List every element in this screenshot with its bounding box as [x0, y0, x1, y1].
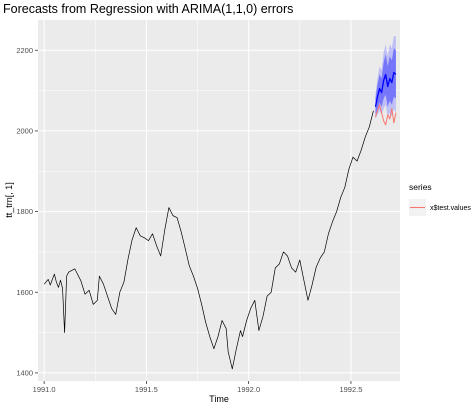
legend-entry-label: x$test.values — [430, 205, 471, 212]
major-gridlines — [38, 20, 400, 381]
y-tick-label: 1800 — [16, 207, 33, 216]
y-tick-label: 2200 — [16, 46, 33, 55]
history-line — [43, 110, 374, 370]
test-values-line — [374, 104, 397, 126]
tick-labels: 1991.0 1991.5 1992.0 1992.5 1400 1600 1800 2000… — [16, 46, 362, 394]
x-tick-label: 1991.0 — [33, 385, 56, 394]
legend: series x$test.values — [409, 182, 471, 216]
x-axis-title: Time — [209, 394, 229, 404]
series-lines — [43, 71, 397, 370]
x-tick-label: 1992.0 — [237, 385, 260, 394]
x-tick-label: 1991.5 — [135, 385, 158, 394]
interval-80-band — [375, 48, 396, 115]
plot-panel — [38, 20, 400, 381]
y-axis-title: tt_trn[, 1] — [4, 182, 14, 218]
y-tick-label: 2000 — [16, 126, 33, 135]
legend-title: series — [409, 182, 432, 192]
y-tick-label: 1400 — [16, 368, 33, 377]
minor-gridlines — [38, 20, 400, 381]
axis-ticks — [35, 49, 352, 384]
x-tick-label: 1992.5 — [339, 385, 362, 394]
forecast-mean-line — [374, 71, 397, 107]
y-tick-label: 1600 — [16, 288, 33, 297]
chart-title: Forecasts from Regression with ARIMA(1,1… — [3, 2, 293, 16]
